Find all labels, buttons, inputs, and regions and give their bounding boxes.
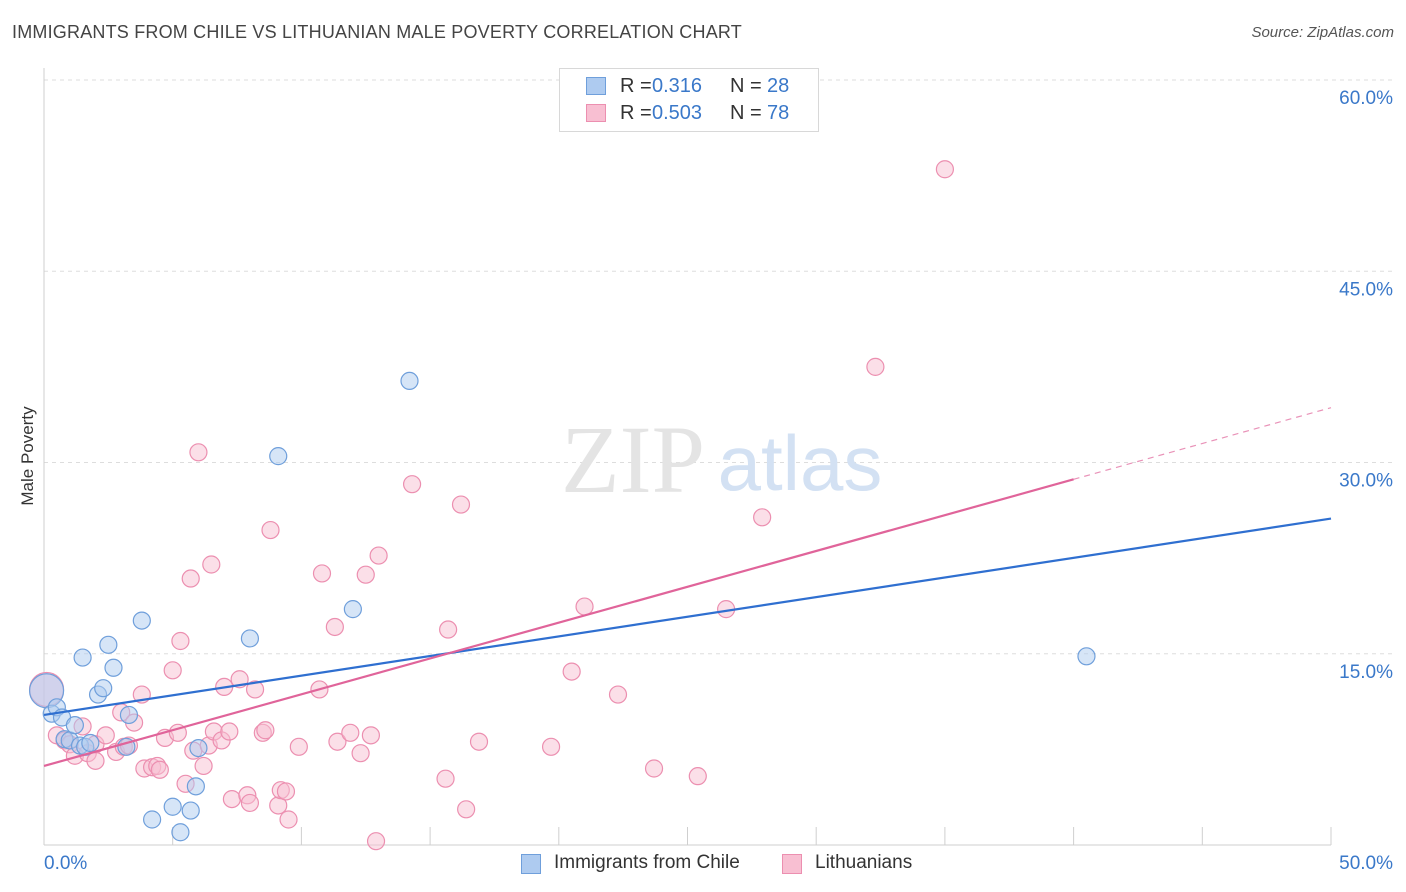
chile-point	[81, 733, 100, 753]
lithuanian-point	[256, 721, 275, 740]
legend-swatch-pink	[586, 104, 606, 122]
y-tick-label: 60.0%	[1339, 88, 1393, 109]
legend-n-value: 78	[767, 102, 790, 124]
legend-n-label: N =	[730, 102, 762, 124]
lithuanian-point	[575, 597, 594, 616]
chile-point	[186, 777, 205, 796]
lithuanian-point	[240, 793, 260, 813]
chile-point	[143, 810, 162, 829]
bottom-legend-label: Lithuanians	[815, 852, 913, 873]
lithuanian-point	[163, 661, 182, 680]
lithuanian-point	[328, 732, 347, 751]
lithuanian-point	[541, 737, 561, 756]
lithuanian-point	[96, 726, 115, 745]
chile-point	[73, 648, 92, 667]
chile-point	[343, 600, 362, 619]
lithuanian-point	[189, 443, 208, 462]
chile-point	[163, 797, 182, 816]
chile-point	[171, 823, 190, 842]
lithuanian-point	[866, 357, 885, 376]
legend-n-value: 28	[767, 75, 790, 97]
lithuanian-point	[325, 617, 344, 637]
lithuanian-point	[276, 782, 296, 801]
chile-point	[1077, 647, 1096, 666]
lithuanian-point	[171, 631, 190, 651]
lithuanian-point	[245, 680, 265, 699]
gridlines	[44, 79, 1394, 655]
lithuanian-point	[356, 565, 375, 584]
chile-point	[104, 658, 123, 677]
chile-point	[65, 716, 84, 735]
chile-point	[400, 371, 419, 390]
lithuanian-point	[222, 789, 242, 809]
x-tick-label: 0.0%	[44, 853, 87, 874]
tick-labels: 15.0% 30.0% 45.0% 60.0% 0.0% 50.0%	[44, 88, 1393, 874]
legend-n-label: N =	[730, 75, 762, 97]
lithuanian-point	[562, 662, 581, 681]
chile-point	[132, 611, 151, 630]
lithuanian-point	[261, 520, 280, 540]
lithuanian-point	[289, 737, 308, 756]
chile-point	[240, 629, 260, 648]
legend-swatch-blue	[586, 77, 606, 95]
legend-r-label: R =	[620, 102, 652, 124]
lithuanian-point	[753, 508, 772, 527]
lithuanian-point	[150, 760, 169, 779]
watermark-atlas: atlas	[718, 419, 883, 507]
chart-title: IMMIGRANTS FROM CHILE VS LITHUANIAN MALE…	[12, 22, 742, 42]
lithuanian-point	[436, 769, 455, 788]
chile-point	[269, 447, 288, 466]
y-tick-label: 15.0%	[1339, 662, 1393, 683]
y-tick-label: 30.0%	[1339, 471, 1393, 492]
lithuanian-point	[369, 546, 388, 565]
pink-regression-line	[43, 478, 1074, 768]
legend-r-value: 0.316	[652, 75, 703, 97]
blue-regression-line	[43, 517, 1332, 717]
lithuanian-point	[181, 569, 200, 588]
regression-lines	[43, 407, 1332, 768]
lithuanian-point	[688, 767, 707, 786]
lithuanian-point	[935, 160, 955, 179]
legend-r-value: 0.503	[652, 102, 703, 124]
chile-point	[94, 679, 113, 698]
lithuanian-point	[361, 726, 380, 745]
bottom-legend-swatch-pink	[782, 854, 802, 874]
lithuanian-point	[469, 732, 489, 751]
lithuanian-point	[451, 495, 471, 514]
bottom-legend-label: Immigrants from Chile	[554, 852, 740, 873]
pink-regression-extension	[1073, 407, 1332, 480]
chile-point	[189, 738, 208, 758]
lithuanian-point	[220, 722, 239, 741]
lithuanian-point	[439, 620, 458, 639]
correlation-legend: R = 0.316 N = 28 R = 0.503 N = 78	[559, 68, 819, 132]
lithuanian-point	[279, 810, 298, 829]
lithuanian-point	[351, 744, 370, 763]
source-credit: Source: ZipAtlas.com	[1251, 24, 1394, 41]
lithuanian-point	[312, 564, 332, 583]
watermark-zip: ZIP	[561, 406, 705, 513]
lithuanian-point	[402, 475, 422, 494]
lithuanian-point	[202, 555, 221, 574]
lithuanian-point	[194, 756, 213, 776]
data-points	[28, 160, 1096, 851]
chile-point	[181, 801, 200, 820]
lithuanian-point	[86, 751, 105, 770]
lithuanian-point	[644, 759, 664, 778]
x-tick-label: 50.0%	[1339, 853, 1393, 874]
lithuanian-point	[366, 832, 386, 851]
lithuanian-point	[341, 723, 360, 742]
chile-point	[99, 635, 118, 654]
chile-point	[119, 705, 139, 725]
lithuanian-point	[608, 685, 628, 704]
lithuanian-point	[457, 800, 476, 819]
bottom-legend-swatch-blue	[521, 854, 541, 874]
legend-r-label: R =	[620, 75, 652, 97]
y-tick-label: 45.0%	[1339, 279, 1393, 300]
